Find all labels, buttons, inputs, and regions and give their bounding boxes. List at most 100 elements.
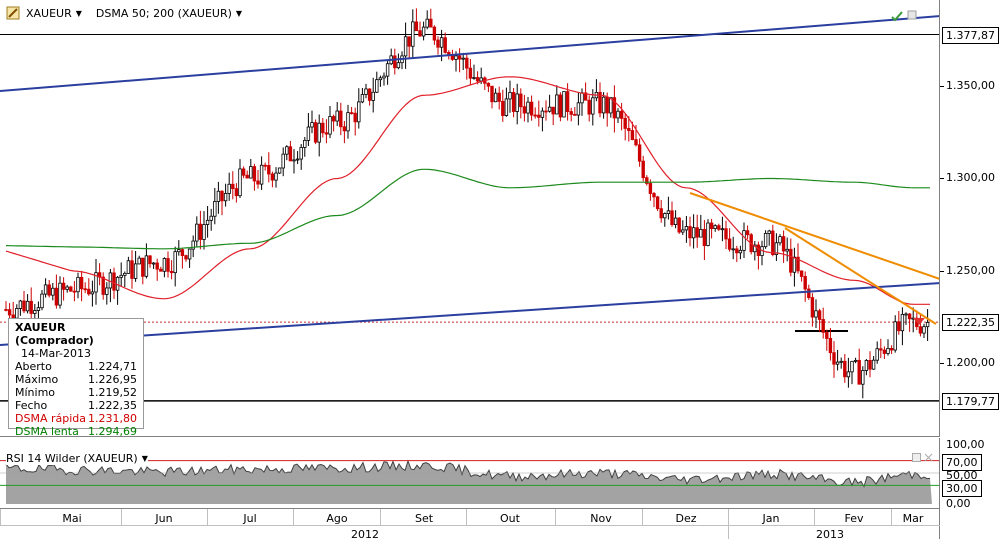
candle-body	[857, 359, 861, 385]
candle-body	[839, 360, 843, 363]
candle-body	[421, 26, 426, 37]
candle-body	[547, 106, 552, 112]
data-window-row: DSMA lenta 1.294,69	[15, 425, 137, 437]
candle-body	[310, 122, 314, 128]
candle-body	[565, 91, 570, 112]
month-label: Out	[500, 512, 520, 525]
candle-body	[468, 67, 473, 79]
candle-body	[173, 251, 177, 274]
candle-body	[241, 168, 246, 176]
data-window-row: DSMA rápida 1.231,80	[15, 412, 137, 425]
symbol-label: XAUEUR	[26, 6, 72, 20]
candle-body	[169, 270, 174, 274]
month-label: Mai	[62, 512, 82, 525]
rsi-axis-label: 0,00	[946, 497, 971, 510]
maximize-icon[interactable]	[907, 10, 917, 25]
upper-level-label: 1.377,87	[942, 27, 999, 44]
candle-body	[270, 173, 275, 181]
data-window-row: Mínimo 1.219,52	[15, 386, 137, 399]
candle-body	[7, 309, 12, 316]
candle-body	[393, 55, 397, 69]
price-axis[interactable]: 1.350,00 1.300,00 1.250,00 1.200,00 1.37…	[940, 0, 1001, 437]
candle-body	[504, 98, 509, 116]
candle-body	[558, 94, 563, 118]
candle-body	[717, 225, 721, 230]
candle-body	[234, 188, 239, 197]
row-value: 1.219,52	[88, 386, 137, 399]
candle-body	[137, 257, 141, 265]
candle-body	[627, 128, 631, 131]
candle-body	[277, 167, 282, 174]
candle-body	[177, 249, 181, 253]
orange-trendline-steep	[784, 227, 937, 325]
chevron-down-icon: ▼	[235, 8, 243, 18]
candle-body	[601, 96, 606, 114]
candle-body	[699, 229, 703, 238]
candle-body	[864, 360, 869, 371]
rsi-canvas[interactable]	[0, 438, 940, 509]
upper-channel-line	[0, 15, 939, 92]
candle-body	[634, 139, 638, 146]
indicator-selector[interactable]: DSMA 50; 200 (XAUEUR) ▼	[96, 7, 242, 20]
candle-body	[396, 62, 401, 69]
candle-body	[18, 300, 23, 309]
candle-body	[303, 139, 307, 148]
rsi-panel-controls	[912, 452, 933, 465]
candle-body	[774, 242, 779, 256]
candle-body	[663, 213, 667, 219]
candle-body	[652, 193, 656, 198]
month-label: Jan	[762, 512, 780, 525]
candle-body	[695, 227, 699, 238]
row-label: Aberto	[15, 360, 52, 373]
price-chart[interactable]: XAUEUR ▼ DSMA 50; 200 (XAUEUR) ▼ XAUEUR …	[0, 0, 940, 437]
check-icon[interactable]	[891, 10, 903, 25]
candle-body	[76, 276, 80, 293]
candle-body	[832, 352, 836, 365]
candle-body	[321, 122, 325, 134]
candle-body	[414, 21, 419, 32]
candle-body	[814, 310, 818, 318]
time-axis[interactable]: Mai Jun Jul Ago Set Out Nov Dez Jan Fev …	[0, 509, 940, 541]
candle-body	[645, 177, 649, 184]
data-window: XAUEUR (Comprador) 14-Mar-2013 Aberto 1.2…	[8, 318, 144, 436]
candle-body	[846, 371, 851, 378]
close-icon[interactable]	[924, 452, 933, 465]
rsi-selector[interactable]: RSI 14 Wilder (XAUEUR) ▼	[6, 452, 148, 465]
candle-body	[285, 146, 289, 155]
data-window-title: XAUEUR (Comprador)	[15, 321, 94, 347]
candle-body	[702, 229, 707, 246]
candle-body	[313, 122, 318, 143]
price-tick	[940, 363, 944, 364]
month-label: Mar	[902, 512, 924, 525]
candle-body	[803, 276, 807, 290]
candle-body	[922, 326, 926, 334]
symbol-selector[interactable]: XAUEUR ▼	[26, 7, 82, 20]
candle-body	[69, 286, 73, 292]
candle-body	[79, 276, 84, 290]
candle-body	[335, 110, 339, 122]
candle-body	[213, 201, 217, 217]
candle-body	[742, 230, 746, 251]
candle-body	[684, 226, 689, 231]
candle-body	[353, 112, 357, 123]
month-label: Ago	[326, 512, 348, 525]
row-label: DSMA rápida	[15, 412, 86, 425]
pencil-icon[interactable]	[6, 6, 20, 20]
rsi-axis-label: 100,00	[946, 438, 985, 451]
candle-body	[853, 359, 858, 362]
restore-icon[interactable]	[912, 452, 921, 465]
candle-body	[472, 77, 476, 79]
candle-body	[569, 111, 573, 115]
row-label: DSMA lenta	[15, 425, 79, 437]
row-value: 1.224,71	[88, 360, 137, 373]
candle-body	[706, 222, 710, 246]
price-tick	[940, 271, 944, 272]
candle-body	[486, 82, 491, 87]
rsi-panel[interactable]: RSI 14 Wilder (XAUEUR) ▼	[0, 438, 940, 509]
candle-body	[112, 272, 116, 291]
rsi-axis[interactable]: 100,00 70,00 50,00 30,00 0,00	[940, 438, 1001, 510]
candle-body	[245, 174, 249, 179]
candle-body	[357, 101, 361, 123]
axis-corner	[940, 509, 1001, 539]
month-tick	[380, 509, 381, 525]
